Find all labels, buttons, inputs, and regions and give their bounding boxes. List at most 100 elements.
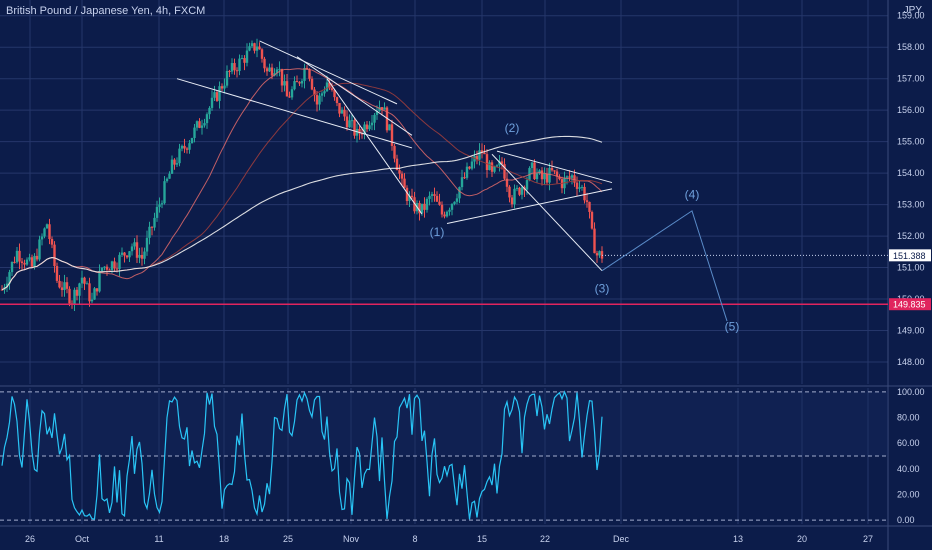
trendline[interactable] — [491, 153, 603, 272]
candle-body — [478, 150, 481, 160]
current-price-tag — [889, 249, 931, 262]
candle-body — [283, 81, 286, 86]
candle-body — [130, 246, 134, 252]
trendline[interactable] — [326, 78, 423, 215]
candle-body — [75, 289, 79, 296]
candle-body — [240, 58, 244, 60]
candle-body — [488, 162, 491, 171]
trendline[interactable] — [496, 150, 613, 184]
candle-body — [28, 257, 31, 260]
candle-body — [288, 96, 291, 98]
candle-body — [215, 92, 219, 101]
candle-body — [35, 255, 39, 260]
candle-body — [570, 175, 574, 178]
candle-body — [598, 251, 601, 256]
candle-body — [98, 270, 101, 292]
candle-body — [325, 82, 329, 92]
candle-body — [398, 170, 401, 174]
candle-body — [498, 161, 501, 166]
moving-average-fast — [1, 68, 603, 291]
candle-body — [408, 195, 411, 201]
candle-body — [410, 195, 414, 198]
candle-body — [303, 67, 306, 81]
candle-body — [435, 195, 439, 202]
candle-body — [213, 92, 216, 98]
candle-body — [173, 159, 176, 165]
candle-body — [133, 242, 136, 247]
candle-body — [505, 178, 509, 187]
candle-body — [143, 251, 146, 259]
candle-body — [55, 266, 59, 281]
y-tick-label: 152.00 — [897, 231, 925, 241]
candle-body — [13, 261, 16, 263]
y-tick-label: 159.00 — [897, 11, 925, 21]
candle-body — [300, 80, 304, 84]
currency-label[interactable]: JPY — [903, 5, 922, 16]
candle-body — [358, 128, 361, 134]
candle-body — [360, 133, 364, 135]
candle-body — [140, 254, 144, 259]
candle-body — [338, 102, 341, 114]
candle-body — [225, 70, 229, 86]
candle-body — [73, 289, 76, 304]
candle-body — [335, 97, 339, 103]
candle-body — [428, 195, 431, 199]
support-price-tag — [889, 298, 931, 311]
candle-body — [270, 67, 274, 76]
candle-body — [308, 69, 311, 79]
x-tick-label: 27 — [863, 534, 873, 544]
candle-body — [120, 252, 124, 255]
candle-body — [60, 287, 64, 291]
candle-body — [123, 252, 126, 256]
candle-body — [590, 211, 594, 229]
candle-body — [53, 244, 56, 267]
candle-body — [48, 224, 51, 240]
trendline[interactable] — [446, 188, 613, 224]
candle-body — [533, 162, 536, 180]
candle-body — [113, 261, 116, 269]
candle-body — [248, 46, 251, 51]
candle-body — [375, 111, 379, 115]
trendline[interactable] — [296, 56, 413, 136]
candle-body — [210, 97, 214, 108]
candle-body — [460, 177, 464, 188]
candle-body — [68, 288, 71, 304]
x-tick-label: 8 — [412, 534, 417, 544]
candle-body — [20, 261, 24, 264]
y-tick-label: 148.00 — [897, 357, 925, 367]
osc-y-tick-label: 40.00 — [897, 464, 920, 474]
y-tick-label: 153.00 — [897, 200, 925, 210]
y-tick-label: 154.00 — [897, 168, 925, 178]
candle-body — [83, 277, 86, 284]
candle-body — [180, 145, 184, 149]
candle-body — [585, 200, 589, 202]
candle-body — [95, 288, 99, 292]
candle-body — [545, 173, 549, 183]
candle-body — [273, 73, 276, 76]
trendline[interactable] — [176, 78, 413, 149]
wave-projection-line[interactable] — [601, 210, 728, 322]
candle-body — [278, 68, 281, 70]
candle-body — [255, 46, 259, 51]
symbol-title[interactable]: British Pound / Japanese Yen, 4h, FXCM — [6, 5, 206, 17]
candle-body — [340, 109, 344, 114]
candle-body — [363, 124, 366, 135]
candle-body — [228, 70, 231, 72]
candle-body — [183, 145, 186, 149]
support-price-tag-text: 149.835 — [893, 300, 926, 310]
x-tick-label: 22 — [540, 534, 550, 544]
candle-body — [253, 43, 256, 51]
candle-body — [230, 63, 234, 72]
candle-body — [200, 125, 204, 128]
candle-body — [33, 255, 36, 267]
trendline[interactable] — [259, 40, 398, 105]
x-tick-label: Nov — [343, 534, 360, 544]
candle-body — [540, 170, 544, 180]
candle-body — [480, 150, 484, 153]
candle-body — [93, 288, 96, 300]
candle-body — [250, 43, 254, 47]
wave-label: (4) — [685, 187, 700, 201]
candle-body — [43, 228, 46, 237]
x-tick-label: 25 — [283, 534, 293, 544]
